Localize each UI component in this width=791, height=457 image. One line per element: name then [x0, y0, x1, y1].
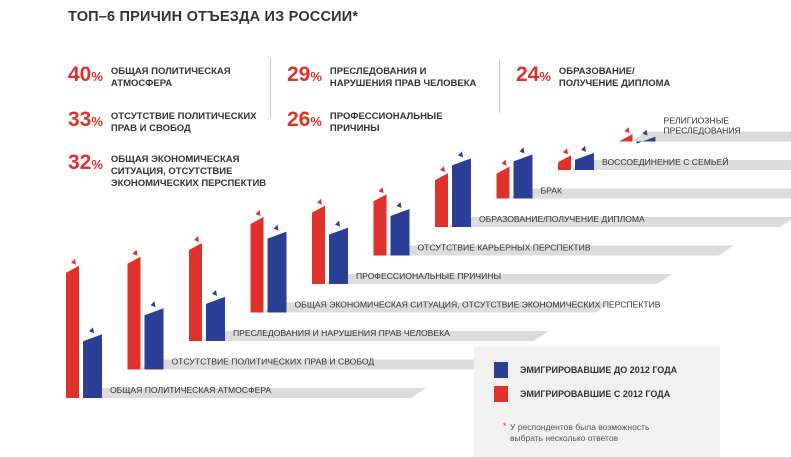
category-label: РЕЛИГИОЗНЫЕ ПРЕСЛЕДОВАНИЯ: [664, 116, 741, 136]
category-label: ОБЩАЯ ПОЛИТИЧЕСКАЯ АТМОСФЕРА: [110, 385, 271, 395]
bar-before-2012: [144, 308, 164, 370]
bar-after-2012: [373, 194, 387, 256]
legend-label-after: ЭМИГРИРОВАВШИЕ С 2012 ГОДА: [520, 389, 671, 399]
category-label: ПРЕСЛЕДОВАНИЯ И НАРУШЕНИЯ ПРАВ ЧЕЛОВЕКА: [233, 328, 450, 338]
category-shadow: [202, 331, 549, 341]
top-reason-4: 29% ПРЕСЛЕДОВАНИЯ И НАРУШЕНИЯ ПРАВ ЧЕЛОВ…: [287, 63, 477, 90]
bar-marker-after: [378, 187, 384, 194]
bar-marker-after: [132, 249, 138, 256]
top-reason-value: 32%: [68, 151, 103, 174]
category-shadow: [83, 388, 426, 398]
bar-before-2012: [513, 154, 533, 199]
bar-after-2012: [189, 243, 202, 341]
bar-marker-before: [273, 224, 279, 231]
bar-marker-before: [89, 327, 94, 334]
bar-before-2012: [83, 334, 102, 398]
bar-marker-before: [150, 301, 156, 308]
bar-marker-before: [335, 220, 340, 227]
top-reason-value: 33%: [68, 108, 103, 131]
category-label: ВОССОЕДИНЕНИЕ С СЕМЬЕЙ: [602, 156, 728, 167]
bar-marker-before: [396, 201, 402, 208]
category-shadow: [140, 359, 488, 370]
legend-label-before: ЭМИГРИРОВАВШИЕ ДО 2012 ГОДА: [520, 365, 678, 375]
top-reason-label: ОБЩАЯ ПОЛИТИЧЕСКАЯ АТМОСФЕРА: [110, 66, 231, 89]
bar-after-2012: [619, 134, 633, 142]
bar-after-2012: [496, 166, 510, 199]
category-label: ОБЩАЯ ЭКОНОМИЧЕСКАЯ СИТУАЦИЯ, ОТСУТСТВИЕ…: [295, 300, 661, 310]
legend: ЭМИГРИРОВАВШИЕ ДО 2012 ГОДА ЭМИГРИРОВАВШ…: [474, 346, 720, 457]
top-reason-label: ПРЕСЛЕДОВАНИЯ И НАРУШЕНИЯ ПРАВ ЧЕЛОВЕКА: [329, 66, 477, 89]
top-reason-label: ПРОФЕССИОНАЛЬНЫЕ ПРИЧИНЫ: [329, 111, 443, 134]
bar-marker-after: [624, 127, 630, 134]
bar-after-2012: [66, 265, 79, 398]
bar-marker-after: [317, 198, 322, 205]
bar-marker-after: [194, 236, 199, 242]
top-reason-label: ОБЩАЯ ЭКОНОМИЧЕСКАЯ СИТУАЦИЯ, ОТСУТСТВИЕ…: [110, 154, 267, 189]
bar-marker-before: [458, 151, 463, 158]
bar-marker-before: [212, 289, 217, 296]
bar-before-2012: [636, 136, 656, 144]
bar-after-2012: [312, 205, 325, 284]
bar-marker-before: [519, 147, 525, 154]
bar-marker-after: [501, 159, 507, 166]
top-reason-value: 40%: [68, 63, 103, 86]
category-label: ПРОФЕССИОНАЛЬНЫЕ ПРИЧИНЫ: [356, 271, 501, 281]
footnote-star: *: [503, 421, 507, 431]
top-reason-value: 24%: [516, 63, 551, 86]
bar-after-2012: [250, 216, 264, 313]
category-shadow: [325, 274, 672, 284]
top-reason-5: 26% ПРОФЕССИОНАЛЬНЫЕ ПРИЧИНЫ: [287, 108, 443, 135]
top-reason-2: 33% ОТСУТСТВИЕ ПОЛИТИЧЕСКИХ ПРАВ И СВОБО…: [68, 108, 257, 135]
category-label: БРАК: [541, 186, 563, 196]
bar-before-2012: [575, 152, 594, 170]
footnote: У респондентов была возможность выбрать …: [510, 422, 650, 443]
column-divider-1: [270, 58, 271, 118]
bar-after-2012: [127, 256, 141, 370]
category-shadow: [263, 302, 611, 313]
category-shadow: [509, 188, 791, 199]
top-reason-value: 26%: [287, 108, 322, 131]
top-reason-6: 24% ОБРАЗОВАНИЕ/ ПОЛУЧЕНИЕ ДИПЛОМА: [516, 63, 671, 90]
bar-before-2012: [329, 227, 348, 284]
category-shadow: [448, 217, 791, 227]
legend-item-after: ЭМИГРИРОВАВШИЕ С 2012 ГОДА: [494, 386, 670, 402]
bar-after-2012: [435, 173, 448, 227]
bar-marker-after: [71, 258, 76, 265]
top-reason-label: ОБРАЗОВАНИЕ/ ПОЛУЧЕНИЕ ДИПЛОМА: [558, 66, 671, 89]
top-reason-value: 29%: [287, 63, 322, 86]
bar-marker-after: [255, 209, 261, 216]
bar-before-2012: [206, 296, 225, 341]
bar-before-2012: [390, 208, 410, 256]
legend-swatch-after: [494, 386, 508, 402]
top-reason-1: 40% ОБЩАЯ ПОЛИТИЧЕСКАЯ АТМОСФЕРА: [68, 63, 231, 90]
legend-swatch-before: [494, 362, 508, 378]
bar-before-2012: [267, 231, 287, 313]
category-shadow: [571, 160, 791, 170]
bar-after-2012: [558, 155, 571, 170]
bar-marker-before: [581, 145, 586, 152]
category-label: ОТСУТСТВИЕ КАРЬЕРНЫХ ПЕРСПЕКТИВ: [418, 243, 591, 253]
bar-marker-after: [563, 148, 568, 155]
category-label: ОТСУТСТВИЕ ПОЛИТИЧЕСКИХ ПРАВ И СВОБОД: [172, 357, 375, 367]
category-shadow: [386, 245, 734, 256]
bar-before-2012: [452, 158, 471, 227]
top-reason-label: ОТСУТСТВИЕ ПОЛИТИЧЕСКИХ ПРАВ И СВОБОД: [110, 111, 257, 134]
legend-item-before: ЭМИГРИРОВАВШИЕ ДО 2012 ГОДА: [494, 362, 677, 378]
category-shadow: [632, 131, 791, 142]
page-title: ТОП–6 ПРИЧИН ОТЪЕЗДА ИЗ РОССИИ*: [68, 9, 359, 25]
category-label: ОБРАЗОВАНИЕ/ПОЛУЧЕНИЕ ДИПЛОМА: [479, 214, 645, 224]
bar-marker-after: [440, 166, 445, 173]
top-reason-3: 32% ОБЩАЯ ЭКОНОМИЧЕСКАЯ СИТУАЦИЯ, ОТСУТС…: [68, 151, 267, 190]
column-divider-2: [499, 58, 500, 113]
bar-marker-before: [642, 129, 648, 136]
